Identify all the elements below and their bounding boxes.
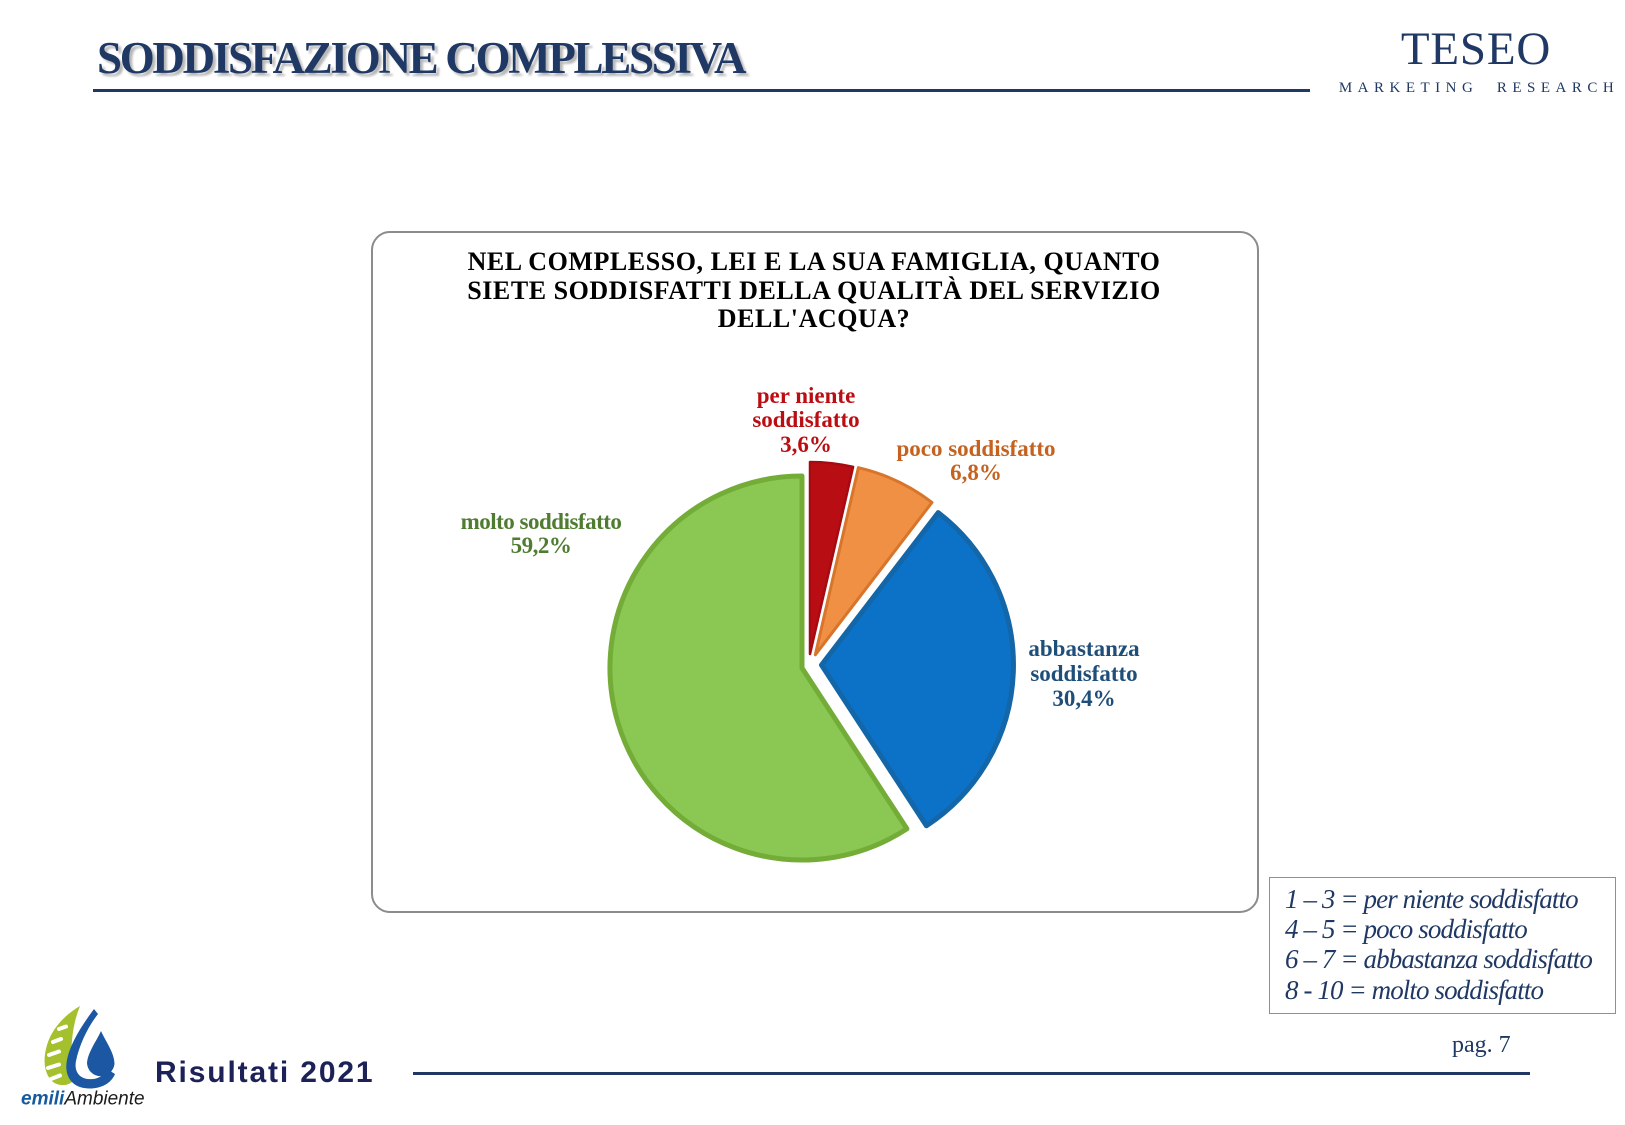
svg-text:emiliAmbiente: emiliAmbiente: [21, 1088, 145, 1109]
